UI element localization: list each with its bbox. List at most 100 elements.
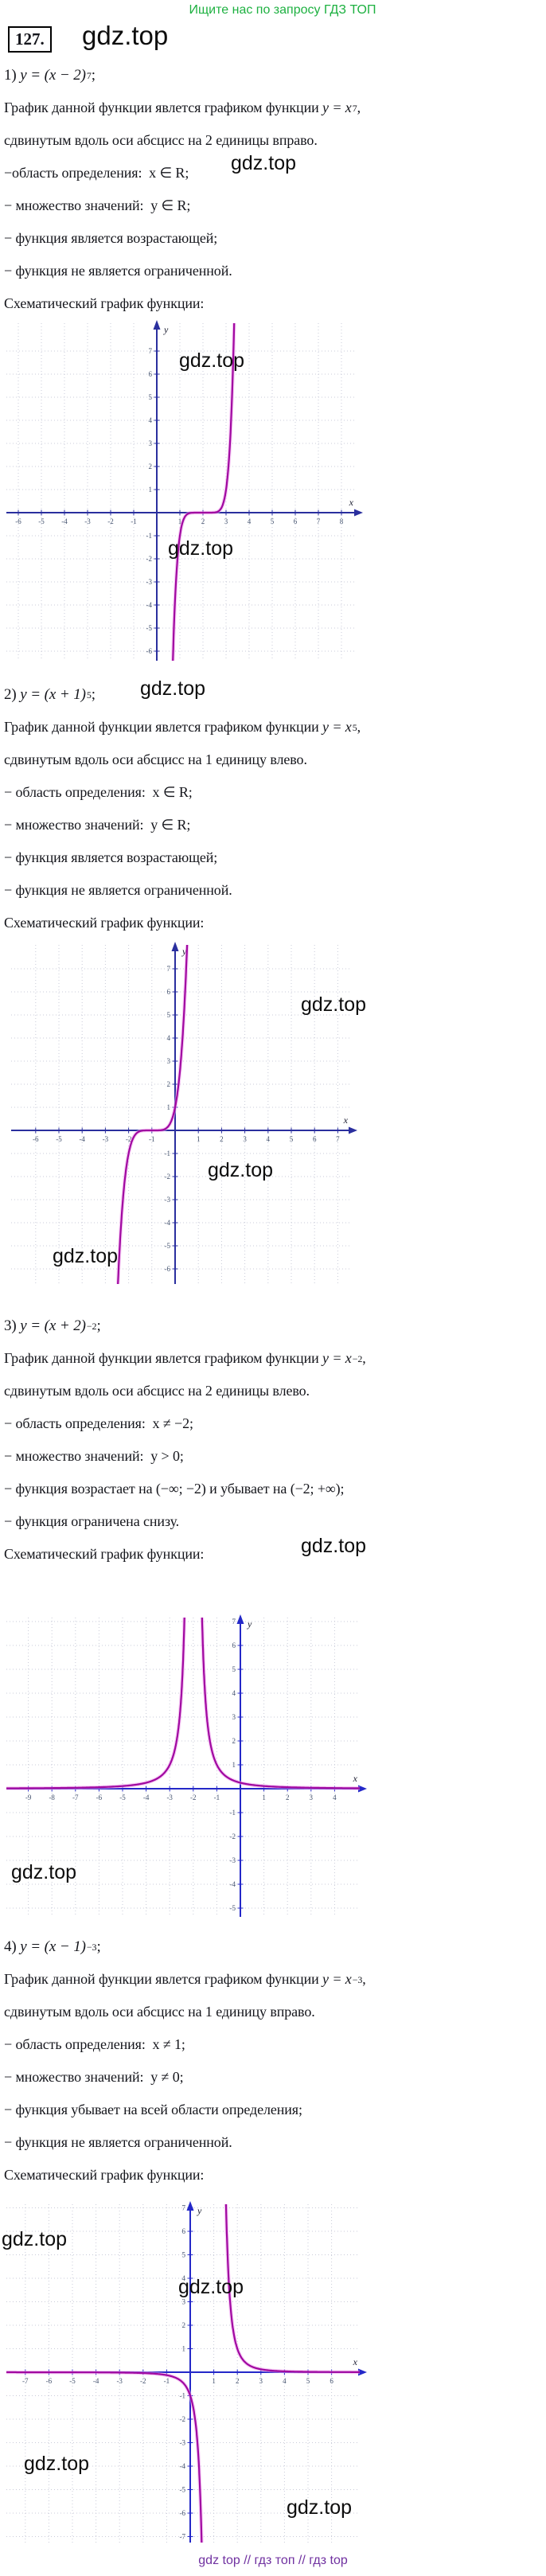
svg-text:2: 2 — [201, 517, 205, 525]
formula-line: 4) y = (x − 1) −3; — [4, 1938, 101, 1955]
solution-section-4: 4) y = (x − 1) −3; График данной функции … — [0, 1930, 546, 2192]
svg-text:7: 7 — [336, 1135, 340, 1143]
svg-text:5: 5 — [271, 517, 275, 525]
svg-text:-3: -3 — [116, 2377, 123, 2385]
graph-canvas: -7 -6 -5 -4 -3 -2 -1 1 2 3 4 5 6 -7 -6 -5 -4 -3 -2 -1 1 2 3 4 5 6… — [6, 2201, 367, 2543]
svg-text:-1: -1 — [146, 532, 153, 540]
svg-text:3: 3 — [149, 439, 153, 447]
property-line: − множество значений: y ∈ R; — [4, 817, 191, 833]
svg-text:-3: -3 — [165, 1196, 171, 1204]
property-line: − функция убывает на всей области опреде… — [4, 2102, 302, 2117]
svg-text:-4: -4 — [143, 1793, 150, 1801]
description-line: сдвинутым вдоль оси абсцисс на 2 единицы… — [4, 1383, 310, 1399]
solution-section-2: 2) y = (x + 1) 5; График данной функции я… — [0, 678, 546, 939]
formula: y = (x + 2) — [20, 1317, 86, 1334]
svg-text:-6: -6 — [15, 517, 21, 525]
graph-canvas: -9 -8 -7 -6 -5 -4 -3 -2 -1 1 2 3 4 -5 -4 -3 -2 -1 1 2 3 4 5 6 7 x… — [6, 1614, 367, 1917]
svg-text:-3: -3 — [146, 578, 153, 586]
svg-text:-2: -2 — [230, 1832, 236, 1840]
description-text: График данной функции явлется графиком ф… — [4, 1971, 323, 1987]
function-graph-1: -6 -5 -4 -3 -2 -1 1 2 3 4 5 6 7 8 -6 -5 -4 -3 -2 -1 1 2 3 4 5 6 7 x… — [0, 320, 546, 662]
svg-text:-6: -6 — [46, 2377, 53, 2385]
svg-text:-4: -4 — [61, 517, 68, 525]
svg-text:1: 1 — [178, 517, 182, 525]
svg-text:-4: -4 — [93, 2377, 99, 2385]
item-number: 2) — [4, 685, 21, 703]
description-math: y = x — [322, 100, 352, 115]
svg-text:4: 4 — [149, 416, 153, 424]
formula: y = (x − 2) — [20, 66, 86, 84]
formula: y = (x + 1) — [20, 685, 86, 703]
svg-text:4: 4 — [248, 517, 252, 525]
description-end: , — [362, 1350, 366, 1366]
svg-text:-2: -2 — [190, 1793, 197, 1801]
svg-text:-4: -4 — [165, 1219, 171, 1227]
property-line: − функция является возрастающей; — [4, 849, 218, 865]
svg-text:7: 7 — [167, 965, 171, 973]
description-text: График данной функции явлется графиком ф… — [4, 100, 323, 115]
property-line: − функция возрастает на (−∞; −2) и убыва… — [4, 1481, 345, 1497]
svg-text:6: 6 — [294, 517, 298, 525]
svg-text:5: 5 — [149, 393, 153, 401]
svg-text:2: 2 — [182, 2321, 186, 2329]
solution-section-3: 3) y = (x + 2) −2; График данной функции … — [0, 1309, 546, 1571]
svg-text:5: 5 — [290, 1135, 294, 1143]
svg-text:7: 7 — [232, 1618, 236, 1626]
svg-text:6: 6 — [232, 1641, 236, 1649]
svg-text:1: 1 — [262, 1793, 266, 1801]
svg-text:-5: -5 — [56, 1135, 62, 1143]
svg-text:6: 6 — [182, 2227, 186, 2235]
svg-text:6: 6 — [330, 2377, 333, 2385]
svg-text:-1: -1 — [230, 1809, 236, 1817]
svg-text:-6: -6 — [96, 1793, 103, 1801]
graph-canvas: -6 -5 -4 -3 -2 -1 1 2 3 4 5 6 7 -6 -5 -4 -3 -2 -1 1 2 3 4 5 6 7 x y — [11, 942, 357, 1284]
svg-text:3: 3 — [232, 1713, 236, 1721]
svg-text:x: x — [353, 2356, 358, 2367]
svg-text:3: 3 — [259, 2377, 263, 2385]
function-graph-4: -7 -6 -5 -4 -3 -2 -1 1 2 3 4 5 6 -7 -6 -5 -4 -3 -2 -1 1 2 3 4 5 6… — [0, 2201, 546, 2546]
svg-text:-5: -5 — [180, 2486, 186, 2494]
svg-text:-2: -2 — [140, 2377, 146, 2385]
description-line: сдвинутым вдоль оси абсцисс на 2 единицы… — [4, 132, 318, 148]
description-end: , — [362, 1971, 366, 1987]
formula-end: ; — [91, 66, 96, 84]
footer-watermark: gdz top // гдз топ // гдз top — [198, 2554, 348, 2567]
description-line: График данной функции явлется графиком ф… — [4, 719, 361, 735]
svg-text:-3: -3 — [84, 517, 91, 525]
svg-text:2: 2 — [167, 1080, 171, 1088]
svg-text:-3: -3 — [166, 1793, 173, 1801]
svg-text:-7: -7 — [72, 1793, 79, 1801]
svg-text:4: 4 — [267, 1135, 271, 1143]
formula: y = (x − 1) — [20, 1938, 86, 1955]
svg-text:6: 6 — [149, 370, 153, 378]
formula-end: ; — [91, 685, 96, 703]
svg-text:2: 2 — [232, 1737, 236, 1745]
svg-text:3: 3 — [224, 517, 228, 525]
property-line: − область определения: x ≠ −2; — [4, 1415, 193, 1431]
svg-text:7: 7 — [182, 2204, 186, 2212]
svg-text:-5: -5 — [119, 1793, 126, 1801]
svg-text:1: 1 — [197, 1135, 201, 1143]
graph-caption: Схематический график функции: — [4, 295, 205, 311]
svg-text:5: 5 — [232, 1665, 236, 1673]
problem-number-badge: 127. — [8, 25, 52, 53]
svg-text:y: y — [163, 324, 169, 335]
description-end: , — [357, 100, 361, 115]
svg-text:5: 5 — [182, 2251, 186, 2259]
description-text: График данной функции явлется графиком ф… — [4, 1350, 323, 1366]
formula-line: 3) y = (x + 2) −2; — [4, 1317, 101, 1334]
description-line: График данной функции явлется графиком ф… — [4, 100, 361, 115]
promo-header: Ищите нас по запросу ГДЗ ТОП — [189, 3, 376, 17]
svg-text:3: 3 — [243, 1135, 247, 1143]
svg-text:-2: -2 — [126, 1135, 132, 1143]
svg-text:-1: -1 — [131, 517, 137, 525]
svg-text:-7: -7 — [22, 2377, 29, 2385]
svg-text:4: 4 — [167, 1034, 171, 1042]
property-line: − функция не является ограниченной. — [4, 882, 232, 898]
property-line: − функция является возрастающей; — [4, 230, 218, 246]
svg-text:6: 6 — [167, 988, 171, 996]
description-math: y = x — [322, 1971, 352, 1987]
svg-text:1: 1 — [212, 2377, 216, 2385]
item-number: 3) — [4, 1317, 21, 1334]
